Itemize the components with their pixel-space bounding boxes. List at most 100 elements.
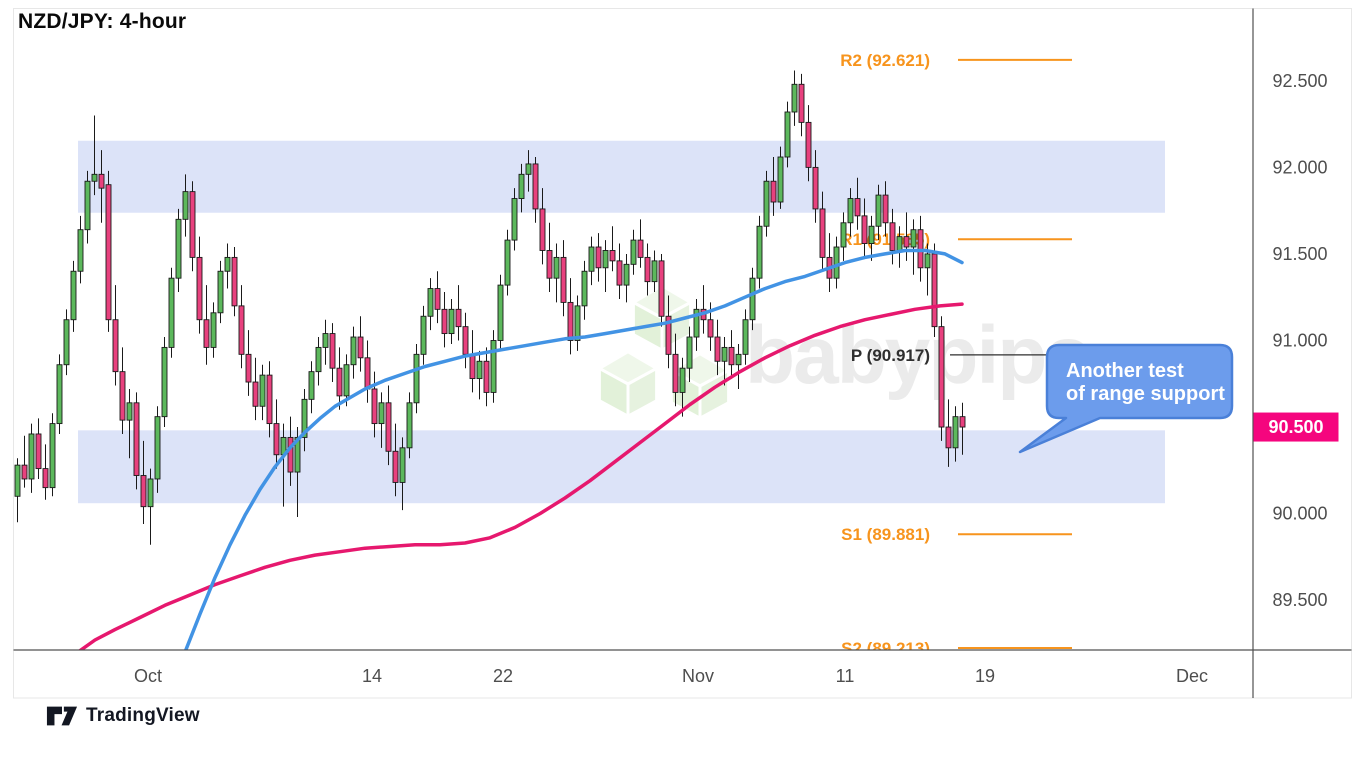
candle-body (35, 433, 42, 470)
candle-body (462, 326, 469, 355)
candle-body (273, 423, 280, 456)
candle-body (945, 426, 952, 449)
candle-body (903, 236, 910, 248)
candle-body (693, 308, 700, 338)
candle-body (441, 308, 448, 335)
candle-body (189, 191, 196, 258)
candle-body (98, 173, 105, 189)
x-axis-label: Nov (682, 666, 714, 686)
chart-frame (13, 8, 1352, 699)
candle-body (413, 353, 420, 404)
candle-body (546, 250, 553, 279)
candle-body (721, 346, 728, 362)
candle-body (959, 416, 966, 428)
candle-body (924, 253, 931, 269)
candle-body (231, 256, 238, 307)
candle-body (770, 180, 777, 203)
pivot-label-S2: S2 (89.213) (841, 639, 930, 658)
candle-body (154, 416, 161, 480)
candle-body (756, 225, 763, 279)
candle-body (819, 208, 826, 258)
candle-body (665, 315, 672, 355)
candle-body (728, 346, 735, 366)
candle-body (147, 478, 154, 508)
candle-body (476, 360, 483, 380)
candle-body (742, 319, 749, 355)
candle-body (763, 180, 770, 227)
candle-body (427, 288, 434, 317)
candle-body (77, 229, 84, 272)
candle-body (504, 239, 511, 286)
candle-body (518, 173, 525, 199)
candle-body (896, 236, 903, 251)
callout-text-line: Another test (1066, 360, 1184, 382)
candle-body (847, 198, 854, 224)
candle-body (532, 163, 539, 210)
candle-body (833, 246, 840, 279)
tradingview-brand-text: TradingView (86, 705, 200, 726)
candle-body (175, 218, 182, 279)
candle-body (609, 250, 616, 262)
candle-body (511, 198, 518, 241)
candle-body (182, 191, 189, 220)
candle-body (308, 371, 315, 400)
candle-body (259, 374, 266, 407)
candle-body (889, 222, 896, 251)
candle-body (105, 184, 112, 321)
candle-body (329, 333, 336, 369)
zone-range-resistance (78, 140, 1165, 213)
candle-body (938, 326, 945, 428)
fast-ma-line (183, 248, 964, 650)
candle-body (42, 468, 49, 489)
candle-body (868, 225, 875, 245)
candle-body (224, 256, 231, 272)
candle-body (287, 436, 294, 473)
candle-body (301, 398, 308, 438)
candle-body (875, 194, 882, 227)
candle-body (126, 402, 133, 421)
candle-body (854, 198, 861, 217)
candle-body (455, 308, 462, 328)
candle-body (679, 367, 686, 393)
candle-body (217, 270, 224, 314)
candle-body (805, 121, 812, 168)
callout-bubble[interactable] (1018, 343, 1234, 454)
candle-body (21, 464, 28, 480)
candle-body (56, 364, 63, 425)
candle-body (560, 256, 567, 303)
candle-body (581, 270, 588, 307)
candle-body (385, 402, 392, 452)
candle-body (469, 353, 476, 380)
candle-body (840, 222, 847, 248)
candle-body (483, 360, 490, 393)
candle-body (497, 284, 504, 341)
candle-body (392, 450, 399, 483)
candle-body (119, 371, 126, 421)
pivot-label-P: P (90.917) (851, 346, 930, 365)
candle-body (574, 305, 581, 341)
x-axis-label: 19 (975, 666, 995, 686)
tradingview-attribution: TradingView (46, 704, 200, 728)
candle-body (70, 270, 77, 321)
candle-body (735, 353, 742, 366)
candle-body (707, 319, 714, 338)
candle-body (588, 246, 595, 272)
candle-body (882, 194, 889, 224)
candle-body (917, 229, 924, 269)
candle-body (140, 475, 147, 508)
candle-body (168, 277, 175, 348)
zone-range-support (78, 430, 1165, 504)
candle-body (133, 402, 140, 476)
candle-body (616, 260, 623, 286)
candle-body (637, 239, 644, 258)
candle-body (602, 250, 609, 269)
x-axis-label: 11 (836, 666, 855, 686)
x-axis-label: Dec (1176, 666, 1208, 686)
candle-body (784, 111, 791, 158)
candle-body (84, 180, 91, 231)
candle-body (861, 215, 868, 245)
candle-body (252, 381, 259, 407)
